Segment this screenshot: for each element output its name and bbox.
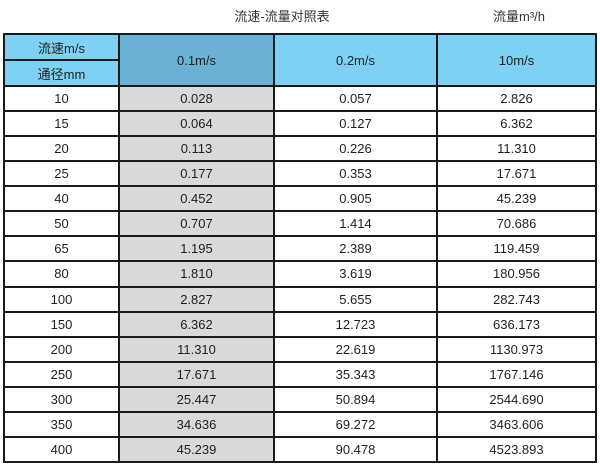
diameter-cell: 80 xyxy=(3,260,120,288)
flow-value-cell: 17.671 xyxy=(436,160,597,188)
table-row: 100 2.827 5.655 282.743 xyxy=(3,285,597,313)
diameter-cell: 300 xyxy=(3,385,120,413)
flow-unit-label: 流量m³/h xyxy=(492,9,546,24)
velocity-header-10: 10m/s xyxy=(436,33,597,87)
flow-value-cell: 1767.146 xyxy=(436,360,597,388)
table-header: 流速m/s 0.1m/s 0.2m/s 10m/s 通径mm xyxy=(3,33,597,87)
corner-diameter-label: 通径mm xyxy=(3,59,120,87)
table-row: 50 0.707 1.414 70.686 xyxy=(3,210,597,238)
flow-value-cell: 11.310 xyxy=(118,335,275,363)
table-title: 流速-流量对照表 xyxy=(234,9,330,24)
flow-value-cell: 69.272 xyxy=(273,410,438,438)
flow-value-cell: 50.894 xyxy=(273,385,438,413)
table-row: 20 0.113 0.226 11.310 xyxy=(3,135,597,163)
flow-value-cell: 180.956 xyxy=(436,260,597,288)
table-row: 15 0.064 0.127 6.362 xyxy=(3,110,597,138)
flow-value-cell: 45.239 xyxy=(436,185,597,213)
velocity-header-0.2: 0.2m/s xyxy=(273,33,438,87)
diameter-cell: 65 xyxy=(3,235,120,263)
table-row: 40 0.452 0.905 45.239 xyxy=(3,185,597,213)
table-row: 25 0.177 0.353 17.671 xyxy=(3,160,597,188)
table-row: 80 1.810 3.619 180.956 xyxy=(3,260,597,288)
flow-value-cell: 2.827 xyxy=(118,285,275,313)
flow-value-cell: 2544.690 xyxy=(436,385,597,413)
flow-value-cell: 0.057 xyxy=(273,84,438,113)
flow-value-cell: 0.353 xyxy=(273,160,438,188)
flow-value-cell: 22.619 xyxy=(273,335,438,363)
flow-value-cell: 1.810 xyxy=(118,260,275,288)
flow-value-cell: 12.723 xyxy=(273,310,438,338)
diameter-cell: 200 xyxy=(3,335,120,363)
diameter-cell: 15 xyxy=(3,110,120,138)
header-row-bottom: 通径mm xyxy=(3,59,596,87)
flow-value-cell: 6.362 xyxy=(436,110,597,138)
header-row-top: 流速m/s 0.1m/s 0.2m/s 10m/s xyxy=(3,33,597,87)
flow-value-cell: 0.452 xyxy=(118,185,275,213)
table-row: 350 34.636 69.272 3463.606 xyxy=(3,410,597,438)
table-row: 150 6.362 12.723 636.173 xyxy=(3,310,597,338)
diameter-cell: 20 xyxy=(3,135,120,163)
flow-value-cell: 119.459 xyxy=(436,235,597,263)
flow-value-cell: 45.239 xyxy=(118,435,275,464)
flow-value-cell: 2.389 xyxy=(273,235,438,263)
table-body: 10 0.028 0.057 2.826 15 0.064 0.127 6.362 20 0.11… xyxy=(3,84,597,464)
flow-value-cell: 636.173 xyxy=(436,310,597,338)
table-row: 200 11.310 22.619 1130.973 xyxy=(3,335,597,363)
flow-rate-table: 流速m/s 0.1m/s 0.2m/s 10m/s 通径mm 10 0.028 0.… xyxy=(3,33,597,464)
flow-value-cell: 70.686 xyxy=(436,210,597,238)
diameter-cell: 100 xyxy=(3,285,120,313)
flow-value-cell: 34.636 xyxy=(118,410,275,438)
diameter-cell: 350 xyxy=(3,410,120,438)
corner-velocity-label: 流速m/s xyxy=(3,33,120,61)
diameter-cell: 400 xyxy=(3,435,120,464)
flow-value-cell: 0.177 xyxy=(118,160,275,188)
table-row: 300 25.447 50.894 2544.690 xyxy=(3,385,597,413)
flow-value-cell: 0.113 xyxy=(118,135,275,163)
diameter-cell: 40 xyxy=(3,185,120,213)
diameter-cell: 50 xyxy=(3,210,120,238)
flow-value-cell: 25.447 xyxy=(118,385,275,413)
flow-value-cell: 35.343 xyxy=(273,360,438,388)
flow-value-cell: 0.905 xyxy=(273,185,438,213)
table-row: 250 17.671 35.343 1767.146 xyxy=(3,360,597,388)
flow-value-cell: 0.226 xyxy=(273,135,438,163)
flow-value-cell: 4523.893 xyxy=(436,435,597,464)
table-row: 10 0.028 0.057 2.826 xyxy=(3,84,597,113)
flow-value-cell: 1.414 xyxy=(273,210,438,238)
table-row: 400 45.239 90.478 4523.893 xyxy=(3,435,597,464)
flow-value-cell: 1.195 xyxy=(118,235,275,263)
flow-value-cell: 0.028 xyxy=(118,84,275,113)
flow-value-cell: 282.743 xyxy=(436,285,597,313)
velocity-header-0.1: 0.1m/s xyxy=(118,33,275,87)
flow-value-cell: 17.671 xyxy=(118,360,275,388)
table-row: 65 1.195 2.389 119.459 xyxy=(3,235,597,263)
diameter-cell: 10 xyxy=(3,84,120,113)
flow-value-cell: 2.826 xyxy=(436,84,597,113)
flow-value-cell: 6.362 xyxy=(118,310,275,338)
flow-value-cell: 3463.606 xyxy=(436,410,597,438)
diameter-cell: 250 xyxy=(3,360,120,388)
flow-value-cell: 90.478 xyxy=(273,435,438,464)
diameter-cell: 25 xyxy=(3,160,120,188)
flow-value-cell: 0.127 xyxy=(273,110,438,138)
flow-value-cell: 3.619 xyxy=(273,260,438,288)
diameter-cell: 150 xyxy=(3,310,120,338)
flow-value-cell: 5.655 xyxy=(273,285,438,313)
flow-value-cell: 1130.973 xyxy=(436,335,597,363)
flow-value-cell: 11.310 xyxy=(436,135,597,163)
flow-value-cell: 0.707 xyxy=(118,210,275,238)
flow-value-cell: 0.064 xyxy=(118,110,275,138)
